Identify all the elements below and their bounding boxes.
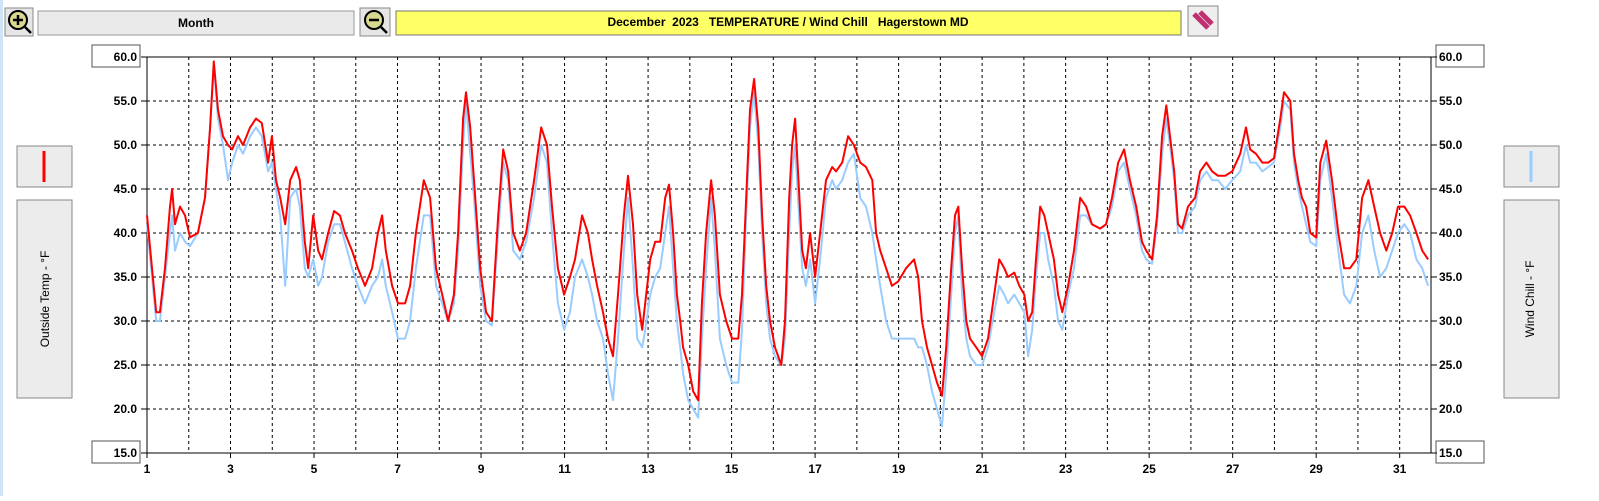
x-tick-label: 31 bbox=[1393, 462, 1407, 476]
icon[interactable] bbox=[1192, 10, 1214, 30]
y-tick-label: 15.0 bbox=[114, 446, 138, 460]
axis-title-button[interactable] bbox=[1503, 199, 1560, 399]
x-tick-label: 25 bbox=[1142, 462, 1156, 476]
x-tick-label: 11 bbox=[558, 462, 571, 476]
y2-tick-label: 40.0 bbox=[1439, 226, 1463, 240]
x-tick-label: 27 bbox=[1226, 462, 1240, 476]
print-button[interactable] bbox=[1187, 5, 1219, 37]
series-line bbox=[146, 60, 1429, 402]
axis-title-button[interactable] bbox=[16, 199, 73, 399]
x-tick-label: 9 bbox=[478, 462, 485, 476]
tick-box bbox=[91, 440, 141, 464]
y-tick-label: 40.0 bbox=[114, 226, 138, 240]
tick-box bbox=[1435, 44, 1485, 68]
y2-tick-label: 50.0 bbox=[1439, 138, 1463, 152]
x-tick-label: 7 bbox=[394, 462, 401, 476]
x-tick-label: 5 bbox=[311, 462, 318, 476]
y2-tick-label: 15.0 bbox=[1439, 446, 1463, 460]
y-tick-label: 30.0 bbox=[114, 314, 138, 328]
x-tick-label: 13 bbox=[641, 462, 655, 476]
tick-box bbox=[1435, 440, 1485, 464]
range-button-label[interactable]: Month bbox=[178, 16, 214, 30]
y2-tick-label: 35.0 bbox=[1439, 270, 1463, 284]
y-axis-title: Outside Temp - °F bbox=[38, 251, 52, 348]
y2-tick-label: 60.0 bbox=[1439, 50, 1463, 64]
icon[interactable] bbox=[369, 18, 388, 34]
x-tick-label: 15 bbox=[725, 462, 739, 476]
chart-title: December 2023 TEMPERATURE / Wind Chill H… bbox=[607, 15, 968, 29]
y-tick-label: 60.0 bbox=[114, 50, 138, 64]
x-tick-label: 17 bbox=[808, 462, 822, 476]
y2-axis-title: Wind Chill - °F bbox=[1523, 261, 1537, 338]
series-line bbox=[146, 64, 1430, 428]
y2-tick-label: 30.0 bbox=[1439, 314, 1463, 328]
y-tick-label: 50.0 bbox=[114, 138, 138, 152]
x-tick-label: 19 bbox=[892, 462, 906, 476]
x-tick-label: 3 bbox=[227, 462, 234, 476]
y-tick-label: 20.0 bbox=[114, 402, 138, 416]
zoom-out-button[interactable] bbox=[359, 7, 391, 37]
tick-box bbox=[91, 44, 141, 68]
title-box bbox=[395, 10, 1182, 36]
y2-tick-label: 45.0 bbox=[1439, 182, 1463, 196]
y-tick-label: 55.0 bbox=[114, 94, 138, 108]
x-tick-label: 1 bbox=[144, 462, 151, 476]
zoom-in-button[interactable] bbox=[4, 7, 34, 37]
x-tick-label: 21 bbox=[975, 462, 989, 476]
left-edge bbox=[0, 0, 3, 496]
y2-tick-label: 20.0 bbox=[1439, 402, 1463, 416]
y-tick-label: 25.0 bbox=[114, 358, 138, 372]
x-tick-label: 29 bbox=[1309, 462, 1323, 476]
x-tick-label: 23 bbox=[1059, 462, 1073, 476]
y2-tick-label: 55.0 bbox=[1439, 94, 1463, 108]
y-tick-label: 35.0 bbox=[114, 270, 138, 284]
range-button[interactable] bbox=[37, 10, 355, 36]
y-tick-label: 45.0 bbox=[114, 182, 138, 196]
icon[interactable] bbox=[13, 15, 32, 34]
y2-tick-label: 25.0 bbox=[1439, 358, 1463, 372]
